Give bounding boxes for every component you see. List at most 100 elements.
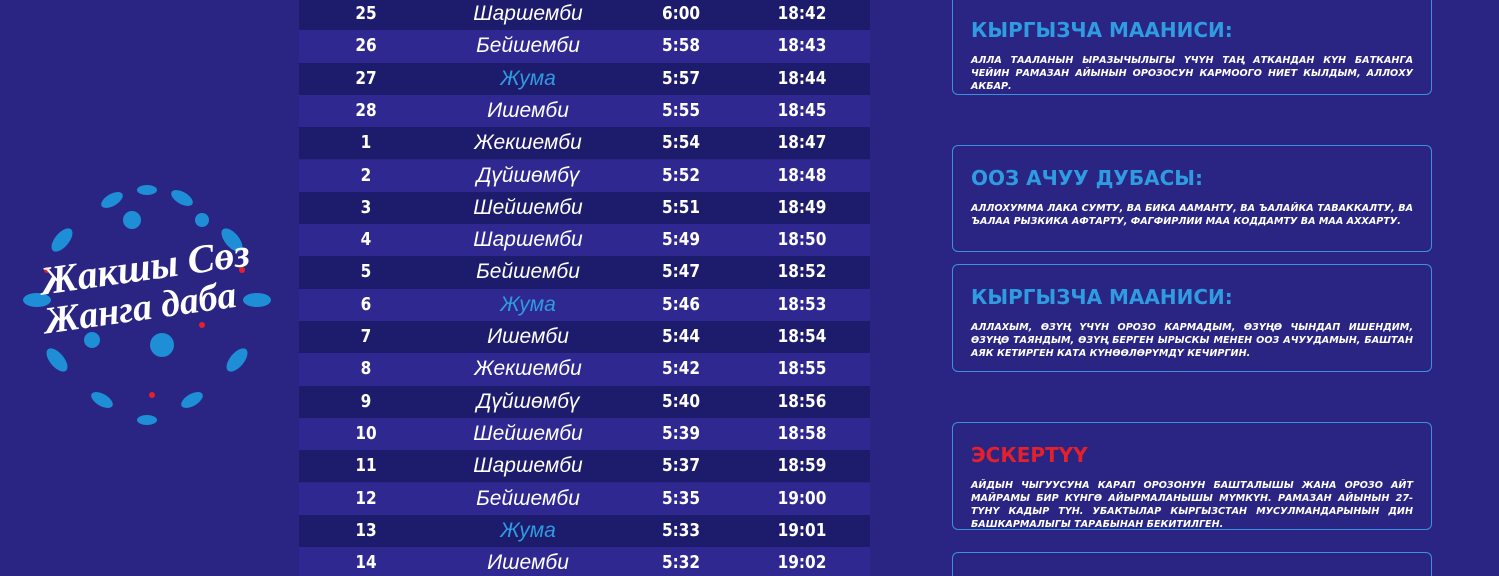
iftar-cell: 19:01 xyxy=(777,519,827,541)
iftar-cell: 19:02 xyxy=(777,552,827,574)
iftar-cell: 18:55 xyxy=(777,358,827,380)
sahar-cell: 5:39 xyxy=(661,422,701,444)
iftar-cell: 18:56 xyxy=(777,390,827,412)
table-row: 14 Ишемби 5:32 19:02 xyxy=(299,547,870,576)
table-row: 8 Жекшемби 5:42 18:55 xyxy=(299,353,870,386)
table-row: 10 Шейшемби 5:39 18:58 xyxy=(299,417,870,451)
iftar-cell: 18:43 xyxy=(777,35,827,57)
weekday-cell: Бейшемби xyxy=(476,260,580,284)
weekday-cell: Жекшемби xyxy=(474,357,582,381)
weekday-cell: Бейшемби xyxy=(476,486,580,510)
weekday-cell: Ишемби xyxy=(487,98,569,122)
day-cell: 9 xyxy=(360,390,372,412)
day-cell: 6 xyxy=(360,293,372,315)
sahar-cell: 5:40 xyxy=(661,390,701,412)
sahar-cell: 5:57 xyxy=(661,67,701,89)
info-box: ООЗ АЧУУ ДУБАСЫ: АЛЛОХУММА ЛАКА СУМТУ, ВА… xyxy=(952,145,1432,252)
day-cell: 8 xyxy=(360,358,372,380)
day-cell: 12 xyxy=(355,487,377,509)
info-box: ЭСКЕРТҮҮ АЙДЫН ЧЫГУУСУНА КАРАП ОРОЗОНУН Б… xyxy=(952,422,1432,530)
table-row: 12 Бейшемби 5:35 19:00 xyxy=(299,482,870,515)
box-title: КЫРГЫЗЧА МААНИСИ: xyxy=(971,18,1233,42)
table-row: 4 Шаршемби 5:49 18:50 xyxy=(299,224,870,257)
weekday-cell: Дүйшөмбү xyxy=(476,163,580,187)
sahar-cell: 5:55 xyxy=(661,99,701,121)
table-row: 11 Шаршемби 5:37 18:59 xyxy=(299,450,870,483)
sahar-cell: 5:54 xyxy=(661,132,701,154)
iftar-cell: 18:54 xyxy=(777,326,827,347)
logo: Жакшы Сөз Жанга даба xyxy=(23,185,271,425)
weekday-cell: Дүйшөмбү xyxy=(476,389,580,413)
iftar-cell: 18:58 xyxy=(777,422,827,444)
weekday-cell: Жума xyxy=(500,292,556,316)
sahar-cell: 5:47 xyxy=(661,261,701,283)
day-cell: 27 xyxy=(355,67,377,89)
day-cell: 2 xyxy=(360,164,372,186)
day-cell: 10 xyxy=(355,422,377,444)
sahar-cell: 5:44 xyxy=(661,326,701,347)
weekday-cell: Шейшемби xyxy=(473,195,583,219)
table-row: 7 Ишемби 5:44 18:54 xyxy=(299,321,870,354)
weekday-cell: Шаршемби xyxy=(473,228,583,252)
sahar-cell: 5:37 xyxy=(661,455,701,477)
day-cell: 3 xyxy=(360,196,372,218)
table-row: 9 Дүйшөмбү 5:40 18:56 xyxy=(299,385,870,418)
iftar-cell: 18:45 xyxy=(777,99,827,121)
weekday-cell: Шаршемби xyxy=(473,454,583,478)
sahar-cell: 5:32 xyxy=(661,552,701,574)
sahar-cell: 5:42 xyxy=(661,358,701,380)
sahar-cell: 5:49 xyxy=(661,229,701,251)
weekday-cell: Жума xyxy=(500,518,556,542)
day-cell: 13 xyxy=(355,519,377,541)
sahar-cell: 5:58 xyxy=(661,35,701,57)
table-row: 5 Бейшемби 5:47 18:52 xyxy=(299,256,870,289)
weekday-cell: Шейшемби xyxy=(473,421,583,445)
table-row: 27 Жума 5:57 18:44 xyxy=(299,62,870,95)
iftar-cell: 18:53 xyxy=(777,293,827,315)
table-row: 26 Бейшемби 5:58 18:43 xyxy=(299,30,870,63)
weekday-cell: Ишемби xyxy=(487,551,569,575)
iftar-cell: 19:00 xyxy=(777,487,827,509)
weekday-cell: Жума xyxy=(500,66,556,90)
iftar-cell: 18:59 xyxy=(777,455,827,477)
day-cell: 28 xyxy=(355,99,377,121)
iftar-cell: 18:42 xyxy=(777,3,827,24)
info-box: КЫРГЫЗЧА МААНИСИ: АЛЛА ТААЛАНЫН ЫРАЗЫЧЫЛЫ… xyxy=(952,0,1432,95)
table-row: 2 Дүйшөмбү 5:52 18:48 xyxy=(299,159,870,192)
box-text: АЛЛА ТААЛАНЫН ЫРАЗЫЧЫЛЫГЫ ҮЧҮН ТАҢ АТКАН… xyxy=(971,55,1413,92)
box-text: АЛЛОХУММА ЛАКА СУМТУ, ВА БИКА ААМАНТУ, В… xyxy=(971,203,1413,227)
day-cell: 14 xyxy=(355,552,377,574)
day-cell: 5 xyxy=(360,261,372,283)
day-cell: 26 xyxy=(355,35,377,57)
sahar-cell: 5:35 xyxy=(661,487,701,509)
box-title: КЫРГЫЗЧА МААНИСИ: xyxy=(971,285,1233,309)
box-title: ЭСКЕРТҮҮ xyxy=(971,443,1088,467)
weekday-cell: Ишемби xyxy=(487,325,569,348)
info-box: КЫРГЫЗЧА МААНИСИ: АЛЛАХЫМ, ӨЗҮҢ ҮЧҮН ОРОЗ… xyxy=(952,264,1432,372)
table-row: 1 Жекшемби 5:54 18:47 xyxy=(299,127,870,160)
box xyxy=(952,552,1432,576)
day-cell: 7 xyxy=(360,326,372,347)
iftar-cell: 18:52 xyxy=(777,261,827,283)
iftar-cell: 18:48 xyxy=(777,164,827,186)
day-cell: 1 xyxy=(360,132,372,154)
day-cell: 4 xyxy=(360,229,372,251)
box-text: АЙДЫН ЧЫГУУСУНА КАРАП ОРОЗОНУН БАШТАЛЫШЫ… xyxy=(971,480,1413,530)
weekday-cell: Бейшемби xyxy=(476,34,580,58)
sahar-cell: 5:51 xyxy=(661,196,701,218)
sahar-cell: 5:46 xyxy=(661,293,701,315)
table-row: 25 Шаршемби 6:00 18:42 xyxy=(299,0,870,31)
table-row: 6 Жума 5:46 18:53 xyxy=(299,288,870,321)
table-row: 3 Шейшемби 5:51 18:49 xyxy=(299,191,870,225)
weekday-cell: Шаршемби xyxy=(473,2,583,25)
sahar-cell: 6:00 xyxy=(661,3,701,24)
table-row: 13 Жума 5:33 19:01 xyxy=(299,514,870,548)
day-cell: 11 xyxy=(355,455,377,477)
sahar-cell: 5:52 xyxy=(661,164,701,186)
sahar-cell: 5:33 xyxy=(661,519,701,541)
box-title: ООЗ АЧУУ ДУБАСЫ: xyxy=(971,166,1203,190)
iftar-cell: 18:47 xyxy=(777,132,827,154)
table-row: 28 Ишемби 5:55 18:45 xyxy=(299,94,870,128)
iftar-cell: 18:49 xyxy=(777,196,827,218)
